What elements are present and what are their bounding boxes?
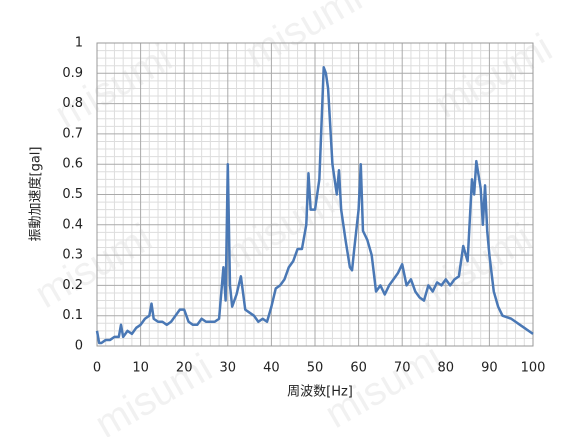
plot-frame xyxy=(96,42,534,347)
x-tick-label: 90 xyxy=(481,361,498,376)
y-tick-label: 0.2 xyxy=(62,278,83,293)
y-tick-label: 0.5 xyxy=(62,187,83,202)
y-tick-label: 0.8 xyxy=(62,96,83,111)
x-tick-label: 0 xyxy=(93,361,101,376)
x-tick-label: 100 xyxy=(521,361,546,376)
x-tick-label: 50 xyxy=(307,361,324,376)
watermark: misumi xyxy=(428,26,560,127)
y-tick-label: 1 xyxy=(75,36,83,51)
watermark: misumi xyxy=(28,216,160,317)
data-line xyxy=(95,65,534,345)
y-tick-label: 0.4 xyxy=(62,217,83,232)
watermark: misumi xyxy=(88,346,220,437)
x-tick-label: 40 xyxy=(263,361,280,376)
y-tick-label: 0.6 xyxy=(62,157,83,172)
y-tick-label: 0.3 xyxy=(62,248,83,263)
x-axis-label: 周波数[Hz] xyxy=(287,385,353,400)
x-tick-label: 70 xyxy=(394,361,411,376)
y-tick-label: 0 xyxy=(75,339,83,354)
x-tick-label: 30 xyxy=(220,361,237,376)
y-axis-label: 振動加速度[gal] xyxy=(28,147,44,242)
watermark: misumi xyxy=(218,176,350,277)
watermark: misumi xyxy=(408,216,540,317)
y-tick-label: 0.9 xyxy=(62,66,83,81)
x-tick-label: 10 xyxy=(132,361,149,376)
y-tick-label: 0.7 xyxy=(62,126,83,141)
x-tick-label: 60 xyxy=(350,361,367,376)
x-tick-label: 80 xyxy=(438,361,455,376)
y-tick-label: 0.1 xyxy=(62,308,83,323)
x-tick-label: 20 xyxy=(176,361,193,376)
